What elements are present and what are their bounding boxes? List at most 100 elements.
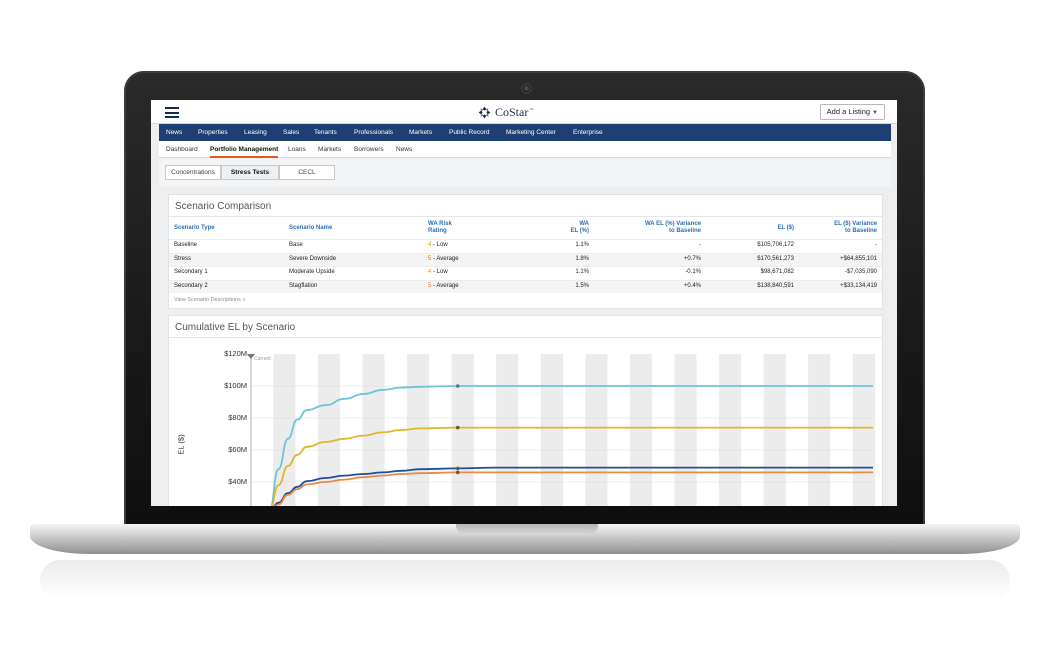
header-wa-risk-line2: Rating [428,228,447,234]
chart-grid-column [607,354,630,506]
nav-properties[interactable]: Properties [198,129,228,136]
laptop-notch [456,524,598,535]
subnav-borrowers[interactable]: Borrowers [354,146,384,153]
chart-grid-column [852,354,875,506]
cell-el-variance: +$64,855,101 [840,255,877,262]
chart-grid-column [429,354,452,506]
cell-el: $105,706,172 [757,242,794,248]
chart-grid-column [830,354,853,506]
nav-markets[interactable]: Markets [409,129,433,136]
logo-tm: ™ [529,106,534,112]
cell-el-variance: - [875,242,877,248]
chart-grid-column [563,354,586,506]
header-scenario-name[interactable]: Scenario Name [289,225,333,231]
chart-grid-column [251,354,274,506]
chart-grid-column [540,354,563,506]
chart-grid-column [473,354,497,506]
series-point-marker [455,466,460,471]
cell-el: $98,671,082 [760,269,794,275]
chart-grid-column [518,354,541,506]
tab-concentrations[interactable]: Concentrations [165,165,221,180]
chart-grid-column [362,354,385,506]
cell-scenario-type: Baseline [174,242,198,248]
chart-grid-column [295,354,318,506]
rating-text: - Average [431,255,459,262]
top-bar: CoStar ™ Add a Listing ▼ [151,100,897,124]
screen: CoStar ™ Add a Listing ▼ News Properties L… [151,100,897,506]
series-point-marker [455,470,460,475]
nav-sales[interactable]: Sales [283,129,300,136]
nav-tenants[interactable]: Tenants [314,129,337,136]
nav-professionals[interactable]: Professionals [354,129,394,136]
table-row[interactable] [169,252,882,266]
nav-leasing[interactable]: Leasing [244,129,267,136]
chart-grid-column [741,354,764,506]
current-marker-triangle-icon [247,354,255,359]
chart-grid-column [451,354,474,506]
camera-icon [521,83,532,94]
header-wa-el[interactable]: WA EL (%) [549,221,589,235]
rating-text: - Average [431,282,459,289]
nav-marketing-center[interactable]: Marketing Center [506,129,556,136]
cell-wa-el: 1.1% [575,269,589,275]
header-el-var-line2: to Baseline [844,228,877,234]
table-row[interactable] [169,239,882,252]
header-wa-el-variance[interactable]: WA EL (%) Variance to Baseline [619,221,701,235]
rating-number: 5 [428,255,432,262]
table-row[interactable] [169,266,882,279]
cell-wa-el-variance: +0.4% [683,282,701,289]
rating-text: - Low [431,269,448,275]
header-el[interactable]: EL ($) [777,225,794,231]
series-point-marker [455,384,460,388]
subnav-portfolio-management[interactable]: Portfolio Management [210,141,279,158]
chart-grid-column [496,354,519,506]
nav-news[interactable]: News [166,129,183,136]
cell-el-variance: +$33,134,419 [840,282,877,289]
header-wa-risk-rating[interactable]: WA Risk Rating [428,221,452,235]
tab-stress-tests[interactable]: Stress Tests [221,165,279,180]
chart-grid-column [652,354,675,506]
cell-wa-el: 1.8% [575,255,589,262]
table-row[interactable] [169,279,882,293]
main-nav: News Properties Leasing Sales Tenants Pr… [159,124,891,141]
cell-wa-risk-rating: 5 - Average [428,256,459,262]
cell-wa-risk-rating: 4 - Low [428,269,448,275]
y-tick-label: $100M [224,381,247,390]
series-point-marker [455,425,460,430]
nav-public-record[interactable]: Public Record [449,129,490,136]
header-el-variance[interactable]: EL ($) Variance to Baseline [809,221,877,235]
nav-enterprise[interactable]: Enterprise [573,129,603,136]
cumulative-el-panel: Cumulative EL by Scenario EL ($) $120M $1… [168,315,883,506]
cell-wa-risk-rating: 5 - Average [428,283,459,289]
chart-grid-column [674,354,697,506]
tab-cecl[interactable]: CECL [279,165,335,180]
subnav-dashboard[interactable]: Dashboard [166,146,198,153]
laptop-reflection [40,560,1010,600]
current-label: Current [254,356,271,362]
cell-wa-el-variance: - [699,242,701,248]
subnav-markets[interactable]: Markets [318,146,342,153]
subnav-news[interactable]: News [396,146,413,153]
y-tick-label: $120M [224,349,247,358]
chart-grid-column [763,354,786,506]
logo-text: CoStar [495,104,529,119]
view-scenario-descriptions-link[interactable]: View Scenario Descriptions » [174,297,246,303]
cell-wa-el: 1.1% [575,242,589,248]
cell-scenario-name: Severe Downside [289,255,337,262]
add-listing-button[interactable]: Add a Listing ▼ [819,104,885,120]
hamburger-menu-icon[interactable] [165,107,179,118]
subnav-loans[interactable]: Loans [288,146,306,153]
cell-wa-el-variance: +0.7% [683,255,701,262]
cell-scenario-type: Secondary 2 [174,282,208,289]
cell-scenario-name: Stagflation [289,282,318,289]
chart-grid-column [785,354,809,506]
rating-number: 5 [428,282,432,289]
header-wa-el-line2: EL (%) [570,228,589,234]
header-scenario-type[interactable]: Scenario Type [174,225,215,231]
cell-scenario-name: Moderate Upside [289,269,335,275]
rating-number: 4 [428,269,432,275]
costar-logo[interactable]: CoStar ™ [478,105,533,119]
costar-logo-icon [478,106,491,118]
rating-number: 4 [428,242,432,248]
